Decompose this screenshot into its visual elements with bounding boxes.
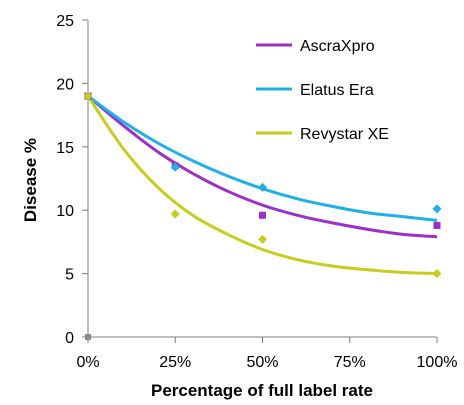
data-point-elatus-era <box>258 182 267 192</box>
data-markers <box>83 91 442 340</box>
y-tick-label: 0 <box>65 330 74 347</box>
data-point-revystar-xe <box>432 269 442 279</box>
trendline-ascraxpro <box>87 94 438 239</box>
x-ticks: 0% 25% 50% 75% 100% <box>76 337 457 371</box>
legend-label: Elatus Era <box>300 82 374 99</box>
data-point-revystar-xe <box>83 91 93 101</box>
y-tick-label: 20 <box>56 76 74 93</box>
x-axis-title: Percentage of full label rate <box>151 381 373 400</box>
trendline-elatus-era <box>87 94 438 222</box>
y-tick-label: 5 <box>65 267 74 284</box>
y-tick-label: 25 <box>56 13 74 30</box>
data-point-elatus-era <box>432 204 442 214</box>
legend-label: Revystar XE <box>300 126 389 143</box>
data-point-ascraxpro <box>433 221 441 229</box>
data-point-elatus-era <box>170 162 180 172</box>
y-axis-title: Disease % <box>21 138 40 222</box>
data-point-ascraxpro <box>259 211 266 219</box>
x-tick-label: 100% <box>417 354 458 371</box>
legend-label: AscraXpro <box>300 38 375 55</box>
data-point-revystar-xe <box>170 209 180 219</box>
trendline-revystar-xe <box>86 95 438 276</box>
legend: AscraXpro Elatus Era Revystar XE <box>256 38 389 143</box>
y-ticks: 0 5 10 15 20 25 <box>56 13 88 347</box>
data-point-control <box>85 334 91 340</box>
plot-area: 0 5 10 15 20 25 0% 25% 50% 75% 100% <box>56 13 457 371</box>
x-tick-label: 0% <box>76 354 99 371</box>
x-tick-label: 50% <box>246 354 278 371</box>
y-tick-label: 15 <box>56 140 74 157</box>
y-tick-label: 10 <box>56 203 74 220</box>
data-point-revystar-xe <box>258 234 267 244</box>
x-tick-label: 25% <box>159 354 191 371</box>
x-tick-label: 75% <box>334 354 366 371</box>
